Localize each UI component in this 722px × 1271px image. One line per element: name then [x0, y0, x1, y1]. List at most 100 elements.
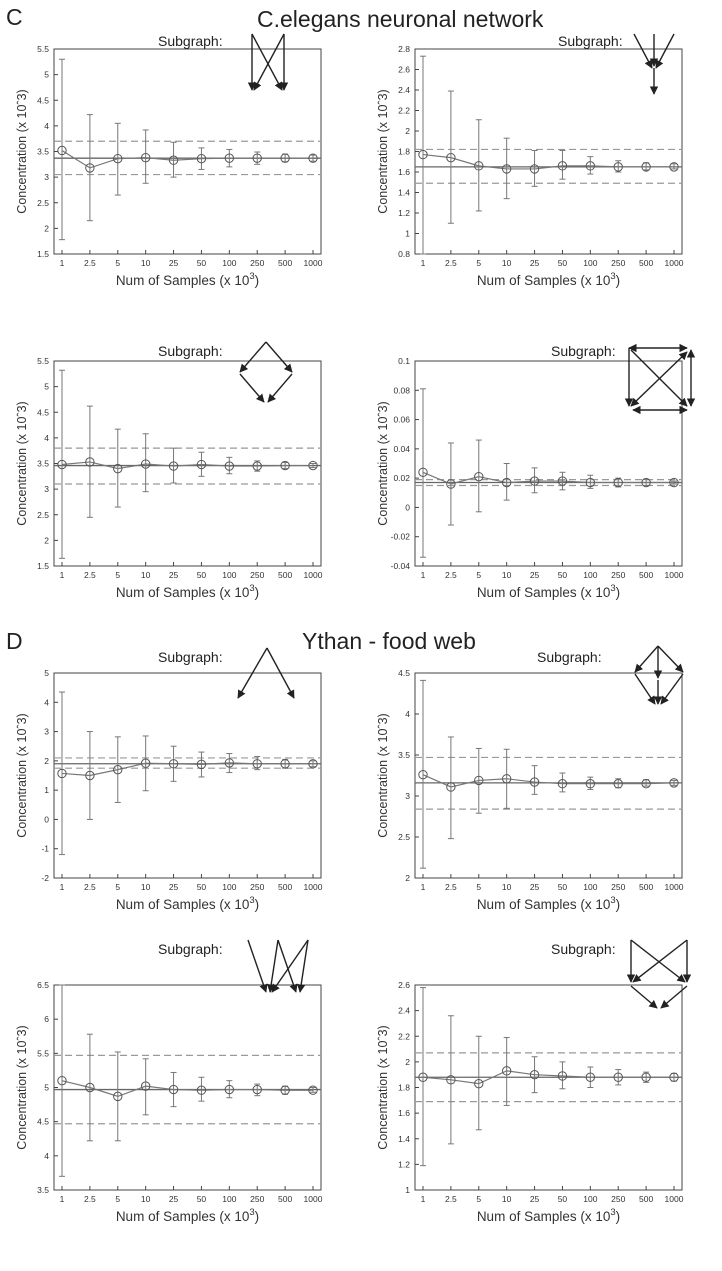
section-d-letter: D: [6, 628, 23, 654]
x-tick-label: 250: [611, 882, 625, 892]
data-point: [641, 1072, 651, 1082]
x-tick-label: 1000: [665, 882, 684, 892]
subgraph-label: Subgraph:: [158, 649, 223, 665]
chart-d1-svg: -2 -1 0 1 2 3 4 5 1 2.5 5 10 25 50 100 250 500 1000 Concen…: [15, 668, 323, 912]
y-tick-label: 2.6: [398, 980, 410, 990]
data-point: [557, 161, 568, 171]
data-point: [613, 477, 623, 488]
data-point: [85, 457, 95, 467]
chart-panel-c2: 0.8 1 1.2 1.4 1.6 1.8 2 2.2 2.4 2.6 2.8 1 2.5 5 10 25 50…: [361, 0, 722, 312]
y-tick-label: 3.5: [37, 1185, 49, 1195]
x-tick-label: 1: [60, 882, 65, 892]
plot-area: [53, 984, 322, 1191]
y-tick-label: 2: [44, 223, 49, 233]
x-tick-label: 1000: [304, 882, 323, 892]
x-tick-label: 50: [197, 258, 207, 268]
x-tick-label: 250: [250, 258, 264, 268]
data-point: [224, 758, 235, 768]
x-axis-label-exponent: 3: [610, 895, 615, 906]
y-tick-label: 0: [44, 814, 49, 824]
data-point: [308, 153, 318, 163]
data-point: [446, 152, 456, 163]
x-tick-label: 250: [611, 1194, 625, 1204]
data-point: [613, 1072, 623, 1082]
error-bar: [559, 772, 566, 793]
chart-d4-svg: 1 1.2 1.4 1.6 1.8 2 2.2 2.4 2.6 1 2.5 5 10 25 50 100 250…: [376, 980, 684, 1224]
x-axis-label: Num of Samples (x 103): [116, 583, 259, 600]
data-point: [557, 1071, 568, 1081]
data-point: [280, 153, 290, 163]
x-tick-label: 100: [222, 1194, 236, 1204]
data-point: [585, 477, 596, 488]
x-tick-label: 10: [502, 570, 512, 580]
y-axis-label: Concentration (x 10ˆ3): [15, 1025, 29, 1149]
x-tick-label: 1: [60, 570, 65, 580]
x-tick-label: 25: [530, 882, 540, 892]
y-tick-label: 5: [44, 70, 49, 80]
x-axis-label: Num of Samples (x 103): [116, 271, 259, 288]
y-tick-label: 2.2: [398, 1031, 410, 1041]
plot-area: [414, 48, 683, 255]
x-tick-label: 250: [611, 258, 625, 268]
x-tick-label: 500: [278, 570, 292, 580]
y-tick-label: 3: [44, 484, 49, 494]
series-line: [422, 471, 674, 485]
data-point: [280, 1085, 290, 1095]
x-tick-label: 1000: [665, 570, 684, 580]
x-tick-label: 100: [583, 882, 597, 892]
x-tick-label: 100: [222, 258, 236, 268]
y-tick-label: 2: [405, 873, 410, 883]
data-point: [474, 1078, 484, 1089]
error-bar: [559, 1061, 566, 1090]
y-tick-label: -0.02: [391, 532, 411, 542]
x-tick-label: 500: [639, 258, 653, 268]
x-tick-label: 5: [476, 882, 481, 892]
y-tick-label: -1: [41, 844, 49, 854]
y-axis-label: Concentration (x 10ˆ3): [376, 1025, 390, 1149]
data-point: [557, 476, 568, 486]
x-tick-label: 25: [530, 570, 540, 580]
chart-c2-svg: 0.8 1 1.2 1.4 1.6 1.8 2 2.2 2.4 2.6 2.8 1 2.5 5 10 25 50…: [376, 44, 684, 288]
y-tick-label: 2: [405, 1057, 410, 1067]
y-tick-label: 1.4: [398, 188, 410, 198]
x-tick-label: 500: [278, 258, 292, 268]
y-tick-label: 0.06: [393, 415, 410, 425]
data-point: [85, 163, 95, 173]
chart-panel-c1: 1.5 2 2.5 3 3.5 4 4.5 5 5.5 1 2.5 5 10 25 50 100 250 500 1…: [0, 0, 361, 312]
data-point: [252, 153, 262, 163]
motif-c2-icon: [633, 33, 675, 95]
x-tick-label: 250: [250, 570, 264, 580]
x-tick-label: 25: [530, 258, 540, 268]
y-tick-label: 2: [44, 756, 49, 766]
chart-panel-d1: -2 -1 0 1 2 3 4 5 1 2.5 5 10 25 50 100 250 500 1000 Concen…: [0, 624, 361, 936]
y-tick-label: 6.5: [37, 980, 49, 990]
subgraph-label: Subgraph:: [158, 343, 223, 359]
error-bar: [420, 388, 426, 558]
x-tick-label: 10: [502, 1194, 512, 1204]
x-axis-label-close: ): [616, 273, 621, 288]
y-tick-label: 4.5: [398, 668, 410, 678]
y-tick-label: 1.8: [398, 1083, 410, 1093]
data-point: [280, 460, 290, 471]
error-bar: [59, 691, 65, 856]
motif-d1-icon: [237, 647, 295, 699]
x-tick-label: 100: [222, 570, 236, 580]
y-tick-label: 2.8: [398, 44, 410, 54]
x-axis-label-text: Num of Samples (x 10: [116, 897, 250, 912]
x-tick-label: 2.5: [445, 258, 457, 268]
data-point: [224, 153, 235, 163]
y-tick-label: 3: [44, 172, 49, 182]
motif-d4-icon: [626, 939, 692, 1009]
x-axis-label: Num of Samples (x 103): [477, 583, 620, 600]
x-tick-label: 1: [60, 1194, 65, 1204]
error-bar: [587, 474, 594, 489]
x-tick-label: 100: [583, 1194, 597, 1204]
x-tick-label: 1000: [304, 1194, 323, 1204]
x-axis-label: Num of Samples (x 103): [477, 895, 620, 912]
x-axis-label-close: ): [255, 273, 260, 288]
y-axis-label: Concentration (x 10ˆ3): [376, 401, 390, 525]
data-point: [308, 1085, 318, 1095]
x-axis-label-close: ): [616, 585, 621, 600]
x-axis-label-close: ): [255, 897, 260, 912]
y-tick-label: 6: [44, 1014, 49, 1024]
